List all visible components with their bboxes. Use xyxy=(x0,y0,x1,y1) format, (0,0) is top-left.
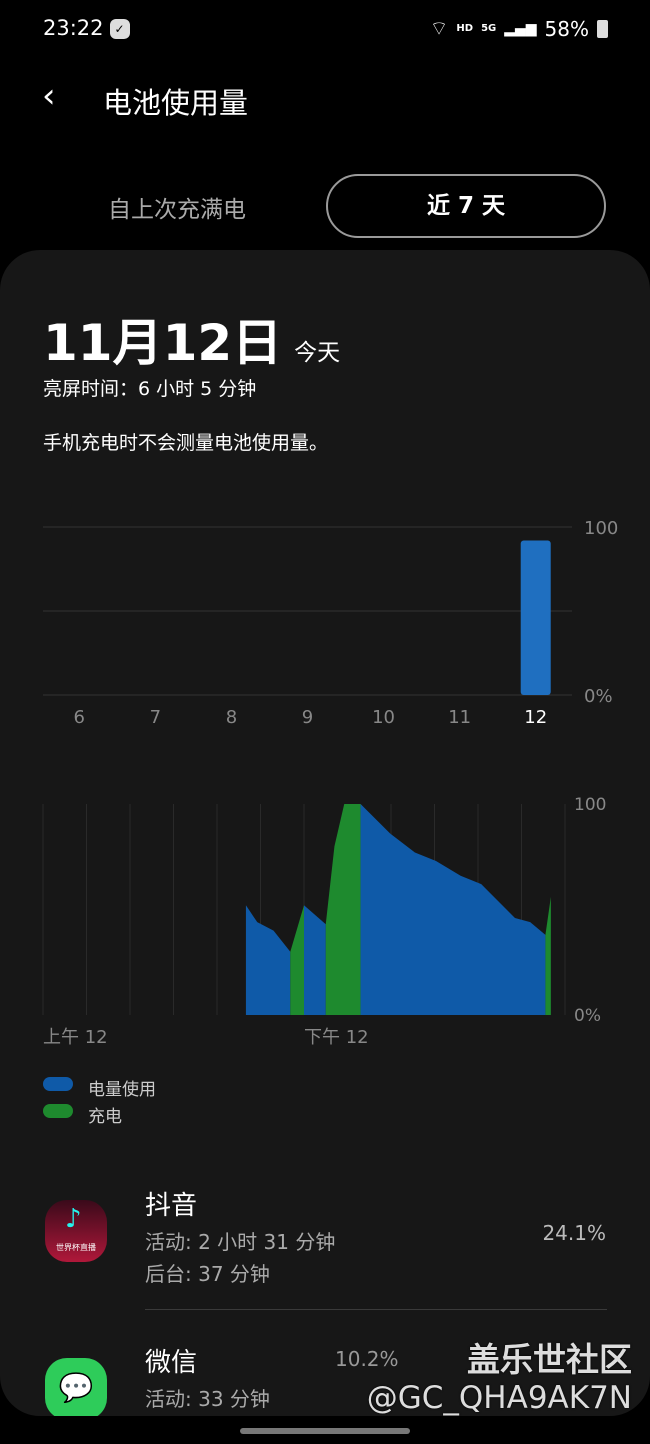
home-handle[interactable] xyxy=(240,1428,410,1434)
douyin-app-icon: ♪ 世界杯直播 xyxy=(45,1200,107,1262)
screen-time: 亮屏时间：6 小时 5 分钟 xyxy=(43,378,257,400)
watermark-user: @GC_QHA9AK7N xyxy=(366,1380,632,1416)
x-tick-label: 10 xyxy=(372,707,395,728)
back-button[interactable]: ‹ xyxy=(42,76,56,116)
app-percent: 24.1% xyxy=(542,1221,606,1245)
hd-label: HD xyxy=(456,23,474,34)
legend-swatch-charging xyxy=(43,1104,73,1118)
area-segment xyxy=(360,804,546,1015)
app-name: 微信 xyxy=(145,1348,198,1378)
wifi-icon: ⌔ xyxy=(429,16,449,40)
legend-usage: 电量使用 xyxy=(88,1080,156,1100)
app-active-time: 活动: 33 分钟 xyxy=(145,1387,270,1411)
tab-since-full-charge[interactable]: 自上次充满电 xyxy=(108,197,246,223)
x-tick-label: 9 xyxy=(302,707,313,728)
icon-text: 世界杯直播 xyxy=(56,1243,96,1252)
app-active-time: 活动: 2 小时 31 分钟 xyxy=(145,1230,336,1254)
area-segment xyxy=(245,905,291,1015)
battery-percent: 58% xyxy=(544,16,589,41)
area-segment xyxy=(304,905,326,1015)
legend-charging: 充电 xyxy=(88,1107,122,1127)
app-percent: 10.2% xyxy=(335,1347,399,1371)
x-tick-label: 12 xyxy=(524,707,547,728)
status-time: 23:22 ✓ xyxy=(43,16,130,40)
date-row: 11月12日 今天 xyxy=(43,303,340,375)
area-segment xyxy=(545,896,551,1015)
page-title: 电池使用量 xyxy=(103,86,249,120)
x-tick-label: 11 xyxy=(448,707,471,728)
x-tick-label: 下午 12 xyxy=(304,1027,369,1048)
charging-note: 手机充电时不会测量电池使用量。 xyxy=(43,432,329,454)
hourly-battery-chart: 100 0% 上午 12 下午 12 xyxy=(42,795,606,1048)
music-note-icon: ♪ xyxy=(65,1204,82,1234)
tab-last-7-days[interactable]: 近 7 天 xyxy=(326,174,606,238)
usage-card xyxy=(0,250,650,1416)
wechat-app-icon: 💬 xyxy=(45,1358,107,1420)
app-name: 抖音 xyxy=(145,1191,198,1221)
x-tick-label: 8 xyxy=(226,707,237,728)
bar xyxy=(520,540,551,695)
signal-icon: ▂▄▆ xyxy=(504,20,537,37)
app-background-time: 后台: 37 分钟 xyxy=(145,1262,270,1286)
notification-icon: ✓ xyxy=(109,19,130,39)
divider xyxy=(145,1309,607,1310)
5g-label: 5G xyxy=(481,23,497,34)
status-icons: ⌔ HD 5G ▂▄▆ 58% xyxy=(430,16,608,41)
clock: 23:22 xyxy=(43,16,104,40)
y-tick-label: 100 xyxy=(584,518,618,539)
area-segment xyxy=(290,905,304,1015)
today-label: 今天 xyxy=(294,340,341,366)
x-tick-label: 7 xyxy=(150,707,161,728)
daily-usage-chart: 100 0% 6 7 8 9 10 11 12 xyxy=(43,518,618,728)
y-tick-label: 0% xyxy=(574,1006,601,1026)
area-segment xyxy=(325,804,361,1015)
date-heading: 11月12日 xyxy=(43,314,283,372)
watermark-title: 盖乐世社区 xyxy=(467,1340,632,1379)
legend-swatch-usage xyxy=(43,1077,73,1091)
battery-charging-icon xyxy=(597,19,608,38)
x-tick-label: 6 xyxy=(74,707,85,728)
x-tick-label: 上午 12 xyxy=(43,1027,108,1048)
y-tick-label: 0% xyxy=(584,686,613,707)
y-tick-label: 100 xyxy=(574,795,606,815)
